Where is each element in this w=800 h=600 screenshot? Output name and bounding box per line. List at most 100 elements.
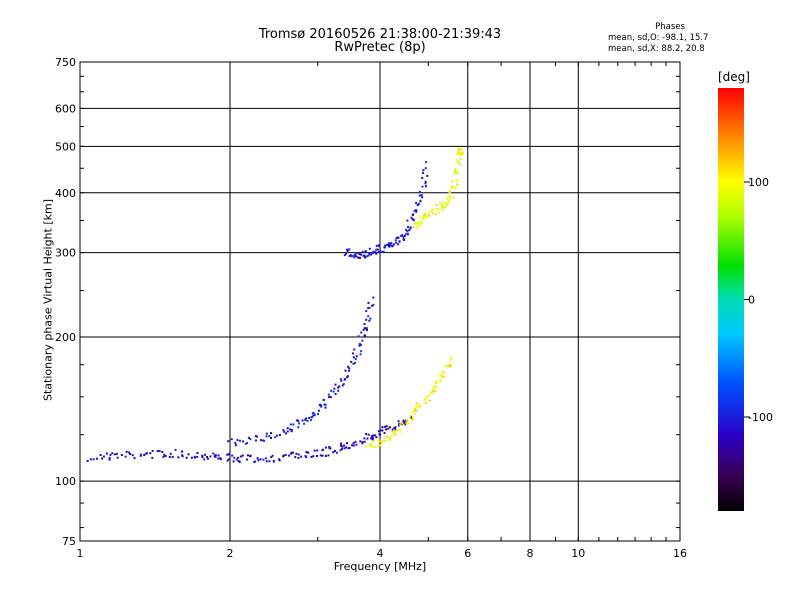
y-tick-label: 400 [55,187,76,200]
data-point [415,227,418,230]
data-point [318,404,321,407]
y-tick-label: 300 [55,247,76,260]
data-point [89,458,92,461]
data-point [349,254,352,257]
data-point [352,444,355,447]
data-point [425,185,427,188]
data-point [151,449,154,452]
data-point [396,429,399,432]
y-tick-label: 600 [55,102,76,115]
data-point [329,396,332,399]
data-point [365,433,368,436]
data-point [388,245,391,248]
data-point [270,437,272,439]
data-point [411,218,414,221]
data-point [416,222,419,225]
data-point [413,209,416,212]
data-point [404,233,407,236]
data-point [419,221,422,224]
data-point [419,190,421,193]
data-point [412,409,415,412]
data-point [435,204,438,207]
data-point [401,234,404,237]
data-point [384,244,387,247]
data-point [131,454,134,457]
data-point [417,202,420,205]
data-point [372,434,375,437]
data-point [278,434,281,437]
data-point [259,458,262,461]
data-point [441,209,444,212]
colorbar-tick-label: -100 [748,411,773,424]
data-point [385,243,388,246]
data-point [398,428,401,431]
data-point [181,455,184,458]
data-point [345,446,347,449]
data-point [446,203,449,206]
data-point [133,457,136,460]
data-point [390,435,393,437]
data-point [442,201,445,204]
data-point [429,211,432,213]
data-point [312,414,315,417]
data-point [343,447,346,450]
data-point [444,365,447,368]
data-point [168,456,171,458]
data-point [410,216,413,219]
data-point [115,452,118,455]
data-point [355,355,358,358]
data-point [162,456,165,458]
data-point [391,428,394,431]
data-point [368,252,371,255]
data-point [237,456,240,459]
data-point [415,402,418,405]
data-point [289,428,292,431]
data-point [217,457,220,460]
data-point [461,151,464,154]
colorbar-tick-label: 0 [748,294,755,307]
data-point [313,449,316,452]
data-point [448,363,451,366]
data-point [456,172,459,175]
data-point [246,442,249,444]
data-point [383,425,386,428]
data-point [187,453,190,456]
data-point [144,452,147,455]
data-point [353,362,356,364]
data-point [321,454,324,457]
data-point [353,348,356,351]
data-point [297,453,300,456]
data-point [403,420,406,423]
data-point [207,457,209,460]
data-point [456,152,459,155]
data-point [282,429,285,432]
data-point [339,378,342,381]
data-point [376,444,379,447]
data-point [254,435,257,438]
data-point [439,201,442,204]
y-tick-label: 500 [55,140,76,153]
data-point [285,432,287,435]
data-point [409,414,412,417]
data-point [378,440,381,443]
data-point [359,343,362,346]
data-point [418,215,421,218]
data-point [203,453,206,456]
data-point [363,327,366,330]
data-point [140,453,142,456]
data-point [441,206,444,209]
data-point [169,452,172,455]
data-point [265,432,268,435]
data-point [386,435,389,438]
data-point [297,426,300,429]
data-point [348,447,351,449]
data-point [423,399,426,401]
colorbar-tick-label: 100 [748,176,769,189]
data-point [283,430,286,433]
data-point [408,229,411,232]
data-point [405,421,408,424]
data-point [384,439,387,442]
data-point [375,252,378,255]
data-point [428,399,431,402]
data-point [317,409,320,412]
